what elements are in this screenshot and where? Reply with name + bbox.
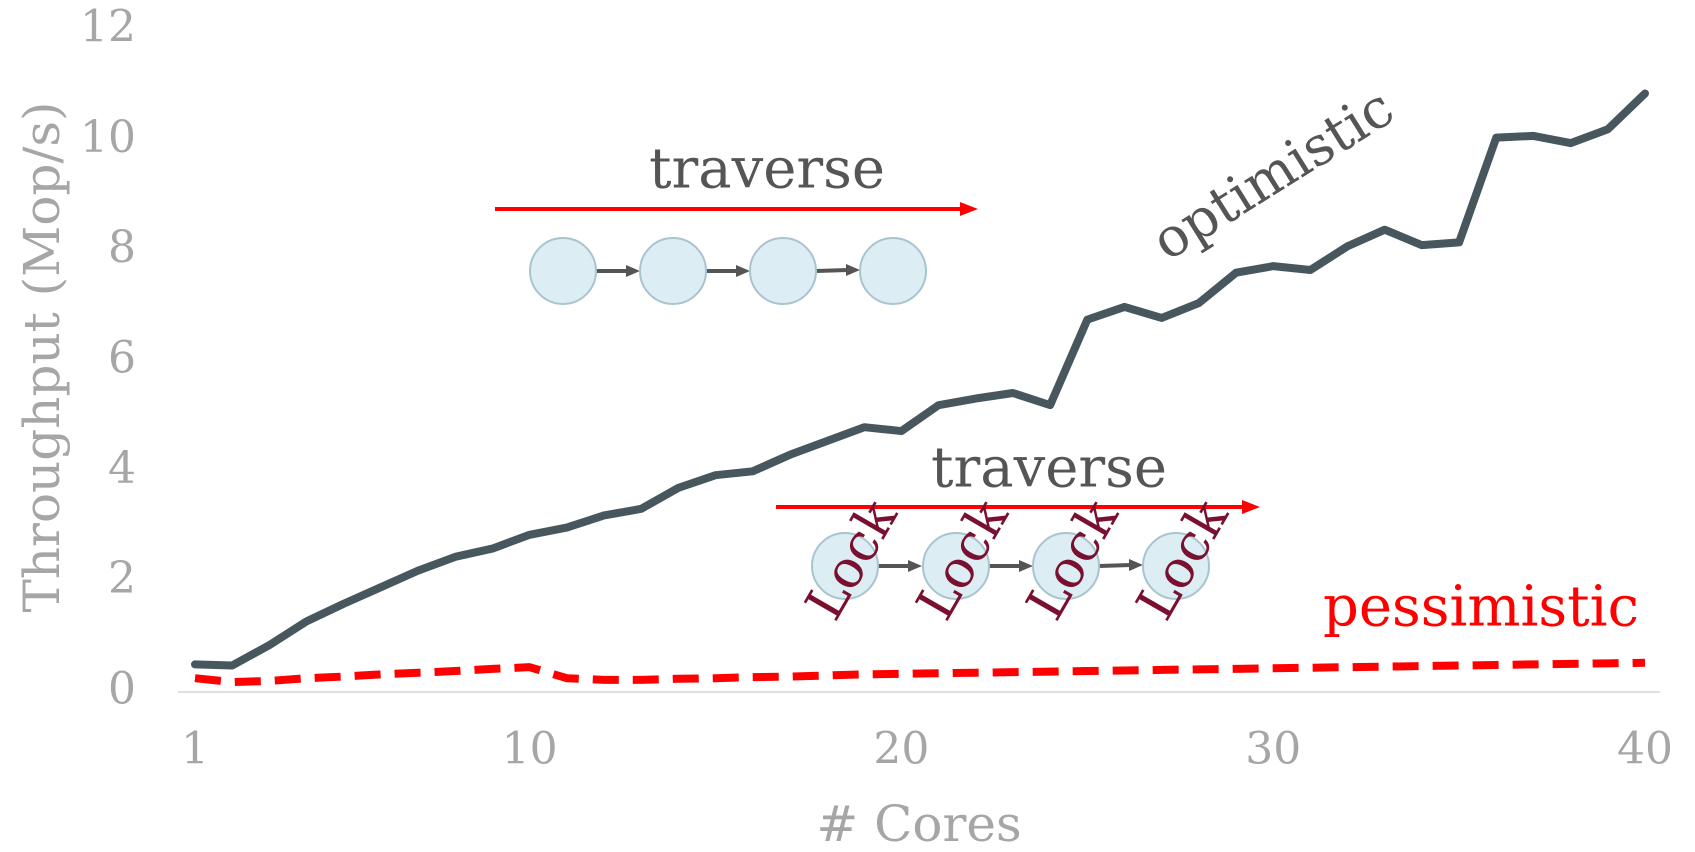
annotation: traverse [931, 436, 1167, 501]
x-tick-label: 40 [1617, 724, 1673, 775]
y-tick-label: 0 [108, 664, 136, 715]
x-tick-label: 30 [1245, 724, 1301, 775]
series-label: pessimistic [1323, 575, 1639, 640]
series-line [195, 663, 1645, 682]
y-tick-label: 4 [108, 443, 136, 494]
series-label: optimistic [1141, 76, 1405, 273]
y-tick-label: 10 [80, 112, 136, 163]
x-tick-label: 1 [181, 724, 209, 775]
y-tick-label: 6 [108, 333, 136, 384]
y-tick-label: 2 [108, 553, 136, 604]
diagram-optimistic: traverse [495, 137, 978, 305]
x-axis-label: # Cores [816, 795, 1021, 852]
diagram-pessimistic: traverse Lock Lock Lock Lock [776, 436, 1260, 631]
y-axis-label: Throughput (Mop/s) [13, 102, 71, 613]
y-tick-label: 8 [108, 222, 136, 273]
y-tick-label: 12 [80, 2, 136, 53]
annotation: traverse [649, 137, 885, 202]
x-tick-label: 10 [502, 724, 558, 775]
x-tick-label: 20 [873, 724, 929, 775]
chart: # Cores Throughput (Mop/s) traverse trav… [0, 0, 1695, 852]
